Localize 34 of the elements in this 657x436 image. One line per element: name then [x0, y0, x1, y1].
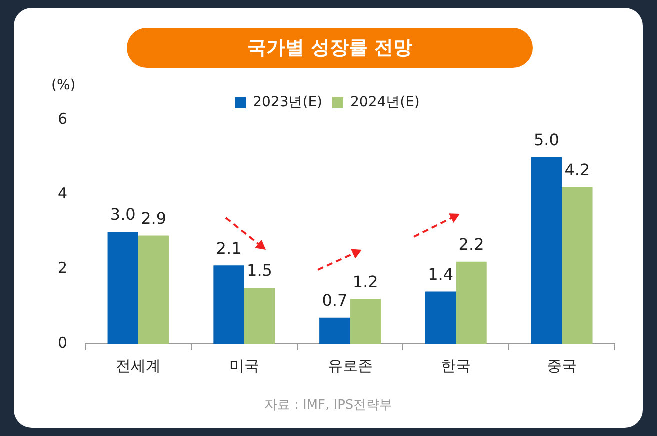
x-tick-label: 한국	[441, 356, 472, 375]
y-tick-label: 6	[58, 110, 68, 128]
y-tick-label: 0	[58, 334, 68, 352]
bar	[108, 232, 138, 344]
bar	[562, 187, 593, 344]
data-label: 2.9	[141, 208, 167, 228]
bar	[350, 299, 381, 344]
bar	[456, 262, 487, 344]
y-axis-title: (%)	[52, 78, 76, 94]
data-label: 3.0	[110, 205, 136, 224]
data-label: 2.1	[216, 238, 242, 258]
chart-title: 국가별 성장률 전망	[127, 28, 533, 68]
x-tick-label: 미국	[229, 356, 260, 375]
x-tick-label: 전세계	[116, 356, 161, 375]
data-label: 1.2	[352, 272, 378, 292]
bar	[320, 318, 350, 344]
x-tick-label: 유로존	[328, 356, 373, 375]
bar	[138, 236, 170, 344]
bar	[214, 266, 244, 344]
bar	[531, 157, 562, 344]
y-tick-label: 4	[58, 184, 68, 203]
legend-label: 2024년(E)	[350, 94, 420, 111]
legend-label: 2023년(E)	[253, 94, 323, 111]
data-label: 5.0	[534, 130, 560, 150]
data-label: 1.5	[247, 261, 272, 280]
data-label: 2.2	[458, 235, 484, 254]
text: 자료 : IMF, IPS전략부	[263, 397, 394, 414]
data-label: 0.7	[322, 291, 348, 310]
data-label: 1.4	[428, 264, 454, 284]
x-tick-label: 중국	[547, 356, 578, 375]
bar	[244, 288, 276, 344]
data-label: 4.2	[564, 160, 590, 180]
bar	[425, 292, 456, 344]
y-tick-label: 2	[58, 259, 68, 278]
